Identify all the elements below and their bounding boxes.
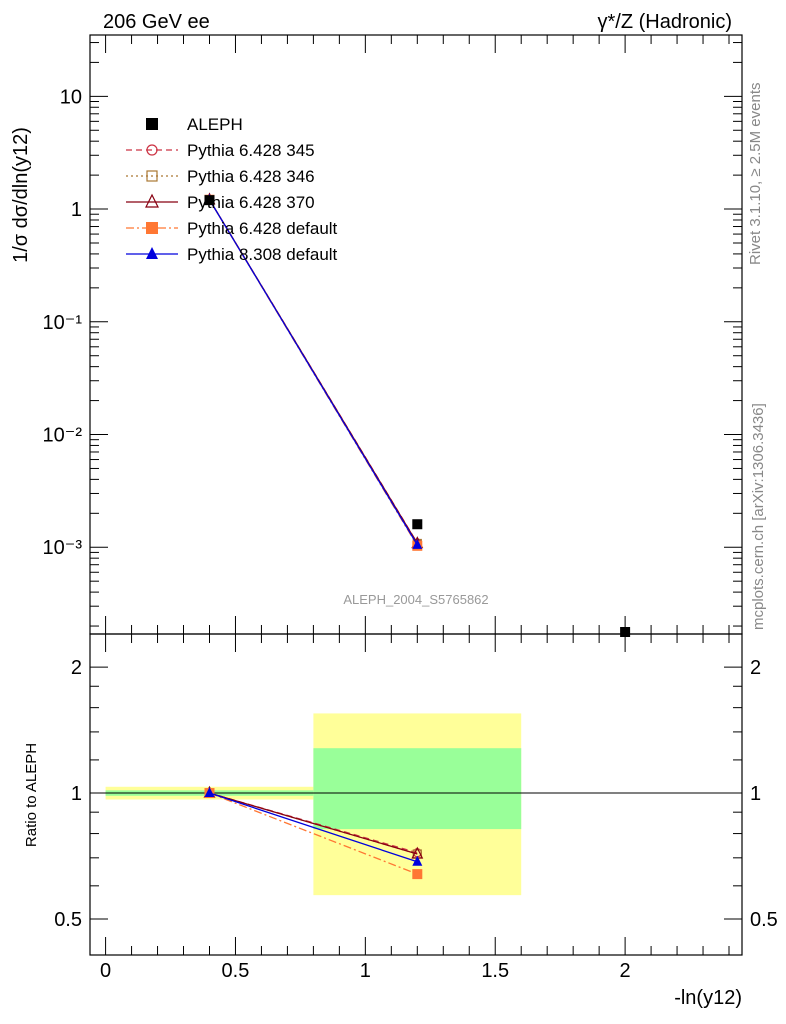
main-series-line-5	[208, 199, 418, 546]
x-tick-label: 1.5	[481, 960, 509, 982]
ratio-series-line-1	[209, 792, 418, 854]
y-tick-label: 10	[60, 86, 82, 108]
x-tick-label: 1	[360, 960, 371, 982]
legend-marker-2	[146, 170, 158, 182]
ratio-y-tick-label-right: 1	[750, 783, 761, 805]
legend-label-1: Pythia 6.428 345	[187, 141, 315, 160]
x-tick-label: 0.5	[222, 960, 250, 982]
y-tick-label: 10⁻³	[43, 537, 83, 559]
ratio-y-tick-label: 1	[71, 783, 82, 805]
chart-marks	[203, 192, 631, 880]
y-tick-label: 10⁻²	[43, 425, 83, 447]
ratio-series-line-4	[209, 792, 418, 875]
header-left: 206 GeV ee	[103, 11, 210, 33]
legend: ALEPH Pythia 6.428 345 Pythia 6.428 346 Pyt…	[126, 115, 338, 264]
ratio-series-line-3	[209, 792, 418, 855]
y-tick-label: 1	[71, 199, 82, 221]
y-tick-label: 10⁻¹	[43, 312, 83, 334]
main-ylabel-text: 1/σ dσ/dln(y12)	[10, 127, 32, 263]
mcplots-url-text: mcplots.cern.ch [arXiv:1306.3436]	[750, 403, 767, 630]
main-ylabel: 1/σ dσ/dln(y12)	[10, 127, 32, 263]
legend-label-4: Pythia 6.428 default	[187, 219, 338, 238]
ratio-ylabel: Ratio to ALEPH	[23, 743, 40, 847]
ratio-panel: 0 0.5 1 1.5 2 0.5 0.5 1 1 2 2	[54, 633, 778, 982]
ratio-frame	[89, 633, 743, 956]
legend-marker-1	[146, 144, 158, 156]
legend-marker-0	[146, 118, 158, 130]
main-series-point-5	[412, 538, 423, 549]
ratio-series-point-5	[412, 855, 423, 866]
x-tick-label: 2	[620, 960, 631, 982]
aleph-data-point	[204, 195, 215, 206]
ratio-series-line-5	[209, 792, 418, 863]
legend-marker-5	[146, 247, 158, 259]
x-tick-label: 0	[100, 960, 111, 982]
legend-label-0: ALEPH	[187, 115, 243, 134]
rivet-version-text: Rivet 3.1.10, ≥ 2.5M events	[747, 83, 764, 266]
legend-label-3: Pythia 6.428 370	[187, 193, 315, 212]
header-right: γ*/Z (Hadronic)	[598, 11, 732, 33]
aleph-data-point	[620, 627, 631, 637]
x-axis-label: -ln(y12)	[674, 987, 742, 1009]
analysis-watermark: ALEPH_2004_S5765862	[343, 592, 488, 607]
legend-label-5: Pythia 8.308 default	[187, 245, 338, 264]
ratio-series-point-4	[412, 869, 423, 880]
legend-label-2: Pythia 6.428 346	[187, 167, 315, 186]
legend-marker-4	[146, 222, 158, 234]
ratio-series-point-5	[204, 787, 215, 798]
ratio-y-tick-label-right: 0.5	[750, 909, 778, 931]
ratio-y-tick-label: 0.5	[54, 909, 82, 931]
ratio-y-tick-label: 2	[71, 657, 82, 679]
ratio-y-tick-label-right: 2	[750, 657, 761, 679]
aleph-data-point	[412, 519, 423, 530]
legend-marker-3	[145, 193, 159, 208]
ratio-band-inner-1	[313, 748, 522, 830]
